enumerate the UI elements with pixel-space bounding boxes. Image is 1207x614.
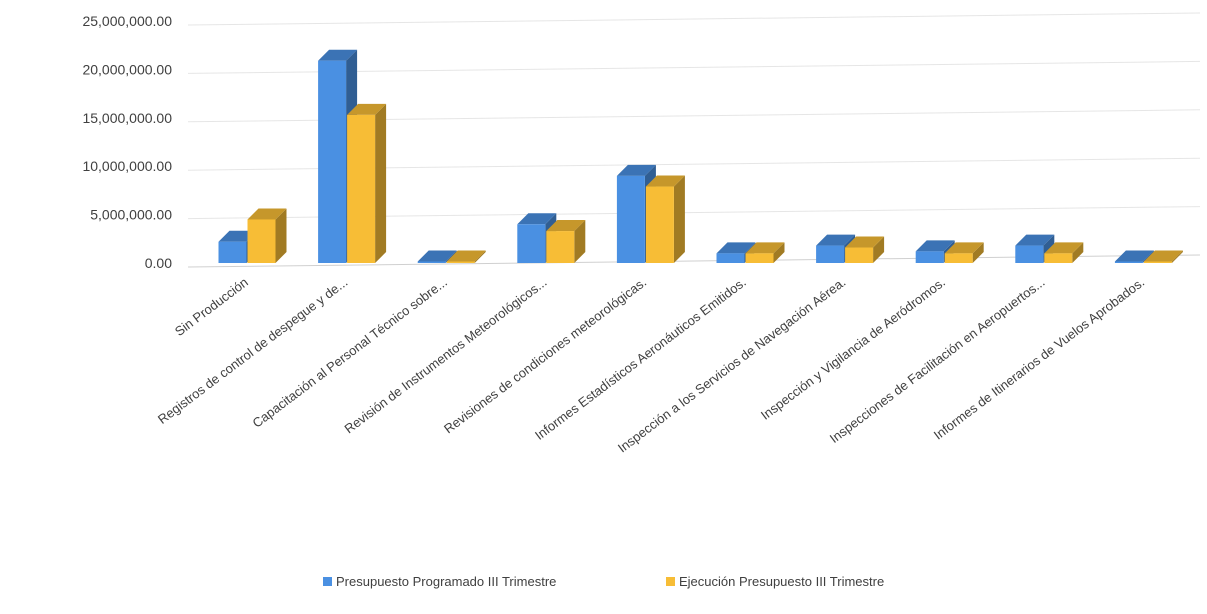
x-tick-label: Inspecciones de Facilitación en Aeropuer… <box>827 274 1048 446</box>
bars <box>218 49 1183 264</box>
gridline <box>187 12 1201 26</box>
y-tick-label: 0.00 <box>145 255 172 271</box>
bar-ejecucion <box>347 103 387 264</box>
x-tick-label: Inspección a los Servicios de Navegación… <box>615 274 849 455</box>
legend-entry: Presupuesto Programado III Trimestre <box>323 574 556 589</box>
y-tick-label: 15,000,000.00 <box>82 110 172 126</box>
bar-ejecucion <box>1143 250 1183 263</box>
bar-ejecucion <box>446 250 486 263</box>
y-axis: 0.00 5,000,000.00 10,000,000.00 15,000,000.… <box>82 13 172 271</box>
x-tick-label: Informes de Itinerarios de Vuelos Aproba… <box>931 274 1147 442</box>
x-tick-label: Sin Producción <box>172 274 251 339</box>
y-tick-label: 20,000,000.00 <box>82 61 172 77</box>
bar-ejecucion <box>645 175 685 263</box>
x-tick-label: Inspección y Vigilancia de Aeródromos. <box>758 274 948 422</box>
bar-ejecucion <box>247 208 287 263</box>
svg-text:Presupuesto Programado III Tri: Presupuesto Programado III Trimestre <box>336 574 556 589</box>
legend-entry: Ejecución Presupuesto III Trimestre <box>666 574 884 589</box>
y-tick-label: 5,000,000.00 <box>90 207 172 223</box>
svg-text:Ejecución Presupuesto III Trim: Ejecución Presupuesto III Trimestre <box>679 574 884 589</box>
x-tick-label: Revisión de Instrumentos Meteorológicos.… <box>341 274 549 436</box>
bar-ejecucion <box>1044 242 1084 263</box>
x-tick-label: Revisiones de condiciones meteorológicas… <box>441 274 649 436</box>
y-tick-label: 25,000,000.00 <box>82 13 172 29</box>
bar-ejecucion <box>546 220 586 263</box>
legend: Presupuesto Programado III Trimestre Ejec… <box>323 574 884 589</box>
bar-ejecucion <box>944 242 984 263</box>
bar-ejecucion <box>745 242 785 263</box>
bar-ejecucion <box>845 236 885 263</box>
x-tick-label: Capacitación al Personal Técnico sobre..… <box>250 274 450 430</box>
y-tick-label: 10,000,000.00 <box>82 158 172 174</box>
x-tick-label: Informes Estadísticos Aeronáuticos Emiti… <box>532 274 749 443</box>
x-tick-label: Registros de control de despegue y de... <box>155 274 350 426</box>
